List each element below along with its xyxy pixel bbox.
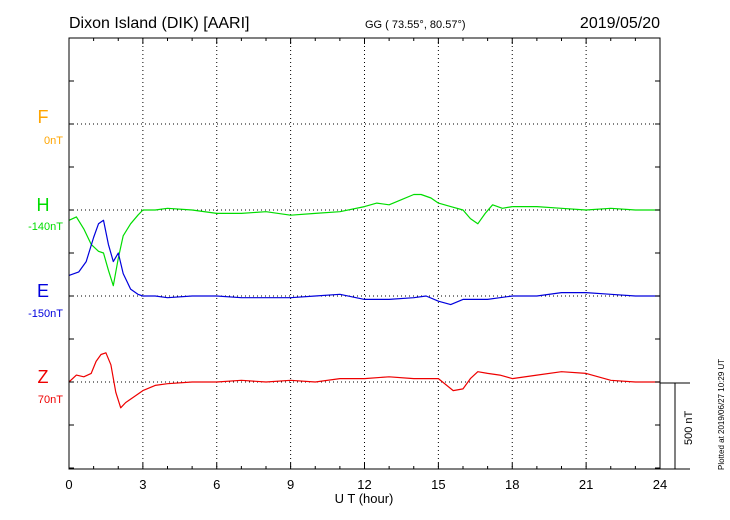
x-tick-label: 21 <box>579 477 593 492</box>
baseline-label-Z: 70nT <box>38 394 63 406</box>
x-tick-label: 18 <box>505 477 519 492</box>
plotted-timestamp: Plotted at 2019/06/27 10:29 UT <box>717 359 726 470</box>
coords-label: GG ( 73.55°, 80.57°) <box>365 19 466 31</box>
data-traces <box>68 193 660 409</box>
scale-bar: 500 nT <box>660 382 695 470</box>
x-tick-label: 24 <box>653 477 667 492</box>
grid-lines <box>69 38 660 469</box>
component-label-Z: Z <box>38 367 49 387</box>
trace-H <box>68 193 660 287</box>
x-tick-label: 12 <box>357 477 371 492</box>
baseline-label-E: -150nT <box>28 308 63 320</box>
trace-Z <box>68 352 660 409</box>
component-label-E: E <box>37 281 49 301</box>
x-axis-title: U T (hour) <box>335 491 394 506</box>
date-label: 2019/05/20 <box>580 15 660 32</box>
trace-E <box>68 219 660 306</box>
scale-bar-label: 500 nT <box>683 410 695 445</box>
baseline-label-F: 0nT <box>44 135 63 147</box>
x-tick-label: 0 <box>65 477 72 492</box>
component-labels: F 0nT H -140nT E -150nT Z 70nT <box>28 107 63 406</box>
x-tick-label: 15 <box>431 477 445 492</box>
component-label-F: F <box>38 107 49 127</box>
x-tick-label: 3 <box>139 477 146 492</box>
component-label-H: H <box>37 195 50 215</box>
x-tick-label: 9 <box>287 477 294 492</box>
x-tick-label: 6 <box>213 477 220 492</box>
x-axis-ticks: 0 3 6 9 12 15 18 21 24 <box>65 38 667 492</box>
station-title: Dixon Island (DIK) [AARI] <box>69 15 250 32</box>
baseline-label-H: -140nT <box>28 221 63 233</box>
